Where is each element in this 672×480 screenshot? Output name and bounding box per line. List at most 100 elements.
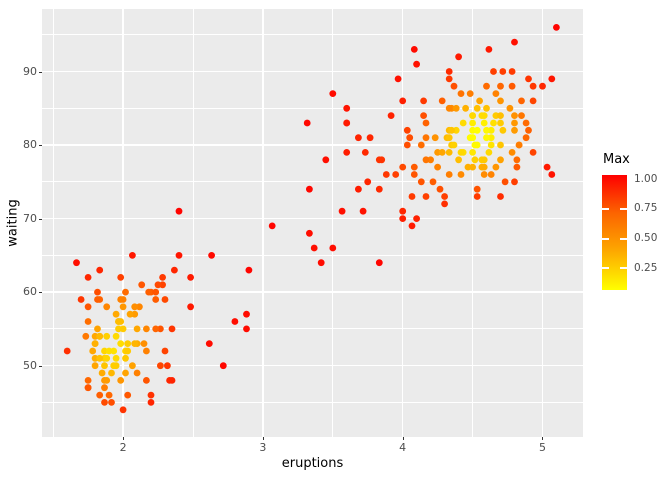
data-point xyxy=(522,134,530,142)
data-point xyxy=(375,156,383,164)
data-point xyxy=(159,274,166,281)
data-point xyxy=(459,119,467,127)
data-point xyxy=(529,149,537,156)
data-point xyxy=(497,82,504,90)
data-point xyxy=(429,178,437,186)
y-tick-label: 70 xyxy=(23,211,37,225)
data-point xyxy=(245,266,253,274)
data-point xyxy=(108,369,115,377)
data-point xyxy=(420,112,427,119)
data-point xyxy=(375,259,383,267)
data-point xyxy=(445,149,453,156)
data-point xyxy=(306,185,313,193)
data-point xyxy=(101,384,108,392)
data-point xyxy=(84,377,92,384)
data-point xyxy=(117,296,125,303)
data-point xyxy=(473,193,481,200)
data-point xyxy=(359,207,367,215)
data-point xyxy=(513,163,521,171)
data-point xyxy=(511,178,518,186)
data-point xyxy=(338,207,346,215)
data-point xyxy=(154,281,162,289)
data-point xyxy=(119,325,127,333)
data-point xyxy=(205,340,213,347)
data-point xyxy=(529,82,537,90)
data-point xyxy=(399,207,407,215)
x-tick-label: 3 xyxy=(259,441,267,454)
plot-panel xyxy=(42,9,583,437)
data-point xyxy=(422,119,430,127)
data-point xyxy=(84,384,92,392)
y-tick-label: 90 xyxy=(23,64,37,78)
data-point xyxy=(455,156,462,164)
data-point xyxy=(469,112,476,119)
data-point xyxy=(406,134,414,142)
data-point xyxy=(487,141,495,149)
data-point xyxy=(306,229,313,237)
data-point xyxy=(96,332,104,340)
x-tick-label: 2 xyxy=(119,441,127,454)
data-point xyxy=(103,303,111,311)
y-tick-label: 60 xyxy=(23,285,37,299)
data-point xyxy=(108,399,115,406)
data-point xyxy=(96,266,104,274)
x-minor-gridline xyxy=(192,9,194,437)
data-point xyxy=(122,369,129,377)
data-point xyxy=(499,126,507,134)
x-tick-label: 4 xyxy=(399,441,407,454)
data-point xyxy=(438,149,446,156)
y-major-gridline xyxy=(42,364,583,367)
data-point xyxy=(455,53,462,61)
data-point xyxy=(243,325,250,333)
data-point xyxy=(403,126,411,134)
legend-tick-label: 0.25 xyxy=(634,261,658,274)
data-point xyxy=(473,141,481,149)
data-point xyxy=(145,288,153,296)
data-point xyxy=(143,377,150,384)
data-point xyxy=(105,391,113,399)
data-point xyxy=(219,362,227,370)
data-point xyxy=(119,406,127,414)
data-point xyxy=(480,163,488,171)
data-point xyxy=(492,90,500,97)
data-point xyxy=(476,97,483,105)
data-point xyxy=(483,82,490,90)
data-point xyxy=(187,274,195,281)
data-point xyxy=(511,119,518,127)
data-point xyxy=(506,104,514,112)
data-point xyxy=(343,104,351,112)
data-point xyxy=(413,215,420,223)
data-point xyxy=(417,178,425,186)
data-point xyxy=(511,38,518,46)
data-point xyxy=(117,340,125,347)
data-point xyxy=(303,119,311,127)
data-point xyxy=(487,171,495,178)
data-point xyxy=(310,244,318,252)
x-axis-tick xyxy=(542,437,544,440)
data-point xyxy=(445,75,453,83)
data-point xyxy=(161,347,169,355)
data-point xyxy=(361,149,369,156)
data-point xyxy=(480,112,488,119)
data-point xyxy=(403,141,411,149)
data-point xyxy=(473,104,481,112)
data-point xyxy=(508,149,516,156)
data-point xyxy=(422,156,430,164)
data-point xyxy=(417,141,425,149)
data-point xyxy=(84,303,92,311)
data-point xyxy=(394,75,402,83)
legend-colorbar xyxy=(602,175,627,290)
data-point xyxy=(110,362,118,370)
data-point xyxy=(466,90,474,97)
data-point xyxy=(513,156,521,164)
data-point xyxy=(450,141,458,149)
data-point xyxy=(445,134,453,142)
data-point xyxy=(543,163,551,171)
data-point xyxy=(497,156,504,164)
data-point xyxy=(515,141,523,149)
data-point xyxy=(511,112,518,119)
data-point xyxy=(375,185,383,193)
data-point xyxy=(94,288,101,296)
data-point xyxy=(322,156,330,164)
data-point xyxy=(408,193,416,200)
